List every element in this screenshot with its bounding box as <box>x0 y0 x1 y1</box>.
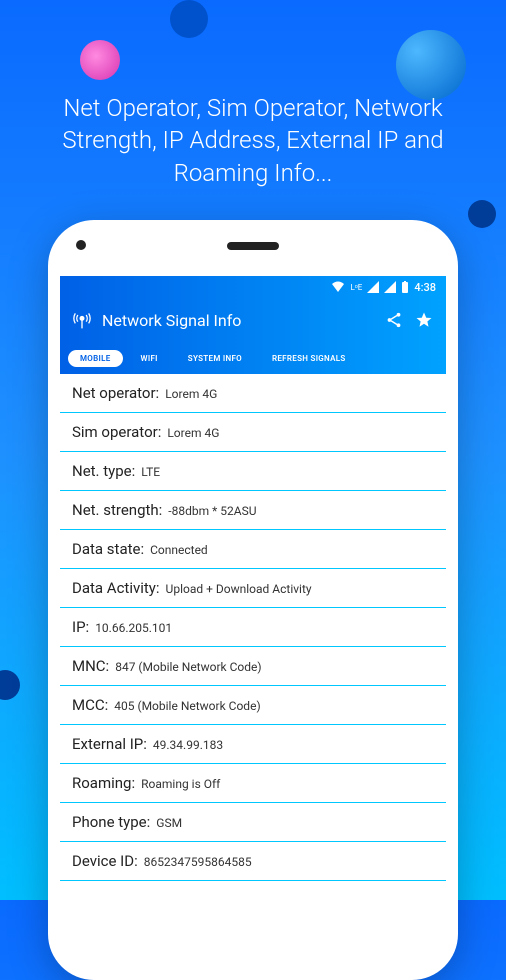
list-item: IP: 10.66.205.101 <box>60 608 446 647</box>
row-label: External IP: <box>72 735 147 753</box>
row-value: Lorem 4G <box>165 387 217 401</box>
lte-icon: LᵒE <box>350 283 362 292</box>
status-time: 4:38 <box>414 281 436 294</box>
list-item: MCC: 405 (Mobile Network Code) <box>60 686 446 725</box>
row-value: Connected <box>150 543 208 557</box>
row-value: 49.34.99.183 <box>153 738 223 752</box>
bg-bubble <box>0 670 20 700</box>
list-item: Net operator: Lorem 4G <box>60 374 446 413</box>
list-item: MNC: 847 (Mobile Network Code) <box>60 647 446 686</box>
row-label: Data state: <box>72 540 144 558</box>
list-item: Device ID: 8652347595864585 <box>60 842 446 881</box>
antenna-icon <box>72 310 92 330</box>
tab-mobile[interactable]: MOBILE <box>68 350 123 367</box>
promo-text: Net Operator, Sim Operator, Network Stre… <box>0 92 506 189</box>
row-label: Net. type: <box>72 462 135 480</box>
row-label: MNC: <box>72 657 109 675</box>
bg-bubble <box>80 40 120 80</box>
row-label: Device ID: <box>72 852 138 870</box>
bg-bubble <box>396 30 466 100</box>
row-label: IP: <box>72 618 89 636</box>
status-bar: LᵒE 4:38 <box>60 276 446 298</box>
signal-icon-2 <box>384 281 396 293</box>
signal-icon <box>367 281 379 293</box>
row-label: Phone type: <box>72 813 150 831</box>
phone-speaker <box>227 242 279 250</box>
info-list: Net operator: Lorem 4G Sim operator: Lorem… <box>60 374 446 881</box>
bg-bubble <box>468 200 496 228</box>
row-value: 8652347595864585 <box>144 855 252 869</box>
row-label: Sim operator: <box>72 423 161 441</box>
list-item: Data state: Connected <box>60 530 446 569</box>
list-item: Data Activity: Upload + Download Activity <box>60 569 446 608</box>
battery-icon <box>401 281 409 293</box>
tab-wifi[interactable]: WIFI <box>129 350 170 367</box>
wifi-icon <box>331 281 345 293</box>
row-value: Upload + Download Activity <box>166 582 312 596</box>
app-title: Network Signal Info <box>102 311 374 330</box>
row-value: 405 (Mobile Network Code) <box>114 699 260 713</box>
row-value: GSM <box>156 816 182 830</box>
row-value: -88dbm * 52ASU <box>168 504 256 518</box>
row-value: 10.66.205.101 <box>95 621 172 635</box>
list-item: External IP: 49.34.99.183 <box>60 725 446 764</box>
tab-system-info[interactable]: SYSTEM INFO <box>176 350 254 367</box>
row-label: Net. strength: <box>72 501 162 519</box>
tab-bar: MOBILE WIFI SYSTEM INFO REFRESH SIGNALS <box>60 342 446 374</box>
row-label: Data Activity: <box>72 579 160 597</box>
list-item: Phone type: GSM <box>60 803 446 842</box>
row-label: MCC: <box>72 696 108 714</box>
star-icon[interactable] <box>414 310 434 330</box>
list-item: Net. type: LTE <box>60 452 446 491</box>
phone-camera <box>76 240 86 250</box>
row-value: Roaming is Off <box>141 777 220 791</box>
row-label: Roaming: <box>72 774 135 792</box>
app-bar: Network Signal Info <box>60 298 446 342</box>
bg-bubble <box>170 0 208 38</box>
row-value: 847 (Mobile Network Code) <box>115 660 261 674</box>
list-item: Net. strength: -88dbm * 52ASU <box>60 491 446 530</box>
row-value: LTE <box>141 465 160 479</box>
share-icon[interactable] <box>384 310 404 330</box>
list-item: Roaming: Roaming is Off <box>60 764 446 803</box>
list-item: Sim operator: Lorem 4G <box>60 413 446 452</box>
row-label: Net operator: <box>72 384 159 402</box>
row-value: Lorem 4G <box>167 426 219 440</box>
phone-screen: LᵒE 4:38 N <box>60 232 446 968</box>
tab-refresh-signals[interactable]: REFRESH SIGNALS <box>260 350 358 367</box>
phone-frame: LᵒE 4:38 N <box>48 220 458 980</box>
